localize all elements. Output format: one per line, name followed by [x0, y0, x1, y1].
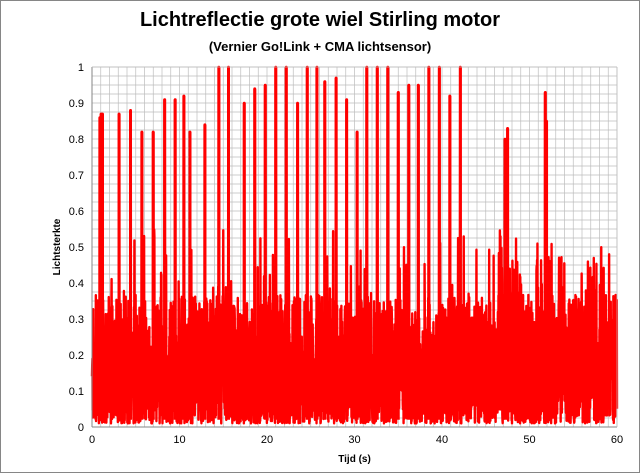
signal-trace	[90, 65, 619, 425]
y-tick-label: 0.5	[69, 242, 84, 254]
chart-subtitle: (Vernier Go!Link + CMA lichtsensor)	[208, 39, 432, 54]
x-tick-labels: 0 10 20 30 40 50 60	[89, 434, 623, 446]
y-tick-label: 0	[78, 422, 84, 434]
y-tick-labels: 0 0.1 0.2 0.3 0.4 0.5 0.6 0.7 0.8 0.9 1	[69, 62, 84, 434]
x-axis-title: Tijd (s)	[338, 454, 371, 465]
y-tick-label: 0.3	[69, 314, 84, 326]
peak-points	[98, 67, 549, 420]
y-axis-title: Lichtsterkte	[52, 218, 63, 275]
y-tick-label: 1	[78, 62, 84, 74]
y-tick-label: 0.9	[69, 98, 84, 110]
x-tick-label: 60	[611, 434, 623, 446]
x-tick-label: 20	[261, 434, 273, 446]
x-tick-label: 50	[523, 434, 535, 446]
x-tick-label: 30	[348, 434, 360, 446]
y-tick-label: 0.2	[69, 350, 84, 362]
y-tick-label: 0.7	[69, 170, 84, 182]
chart-title: Lichtreflectie grote wiel Stirling motor	[139, 9, 501, 31]
x-tick-label: 10	[173, 434, 185, 446]
x-tick-label: 40	[436, 434, 448, 446]
y-tick-label: 0.6	[69, 206, 84, 218]
axes	[91, 66, 618, 428]
signal-line	[90, 65, 619, 425]
x-tick-label: 0	[89, 434, 95, 446]
y-tick-label: 0.4	[69, 278, 84, 290]
y-tick-label: 0.1	[69, 386, 84, 398]
y-tick-label: 0.8	[69, 134, 84, 146]
